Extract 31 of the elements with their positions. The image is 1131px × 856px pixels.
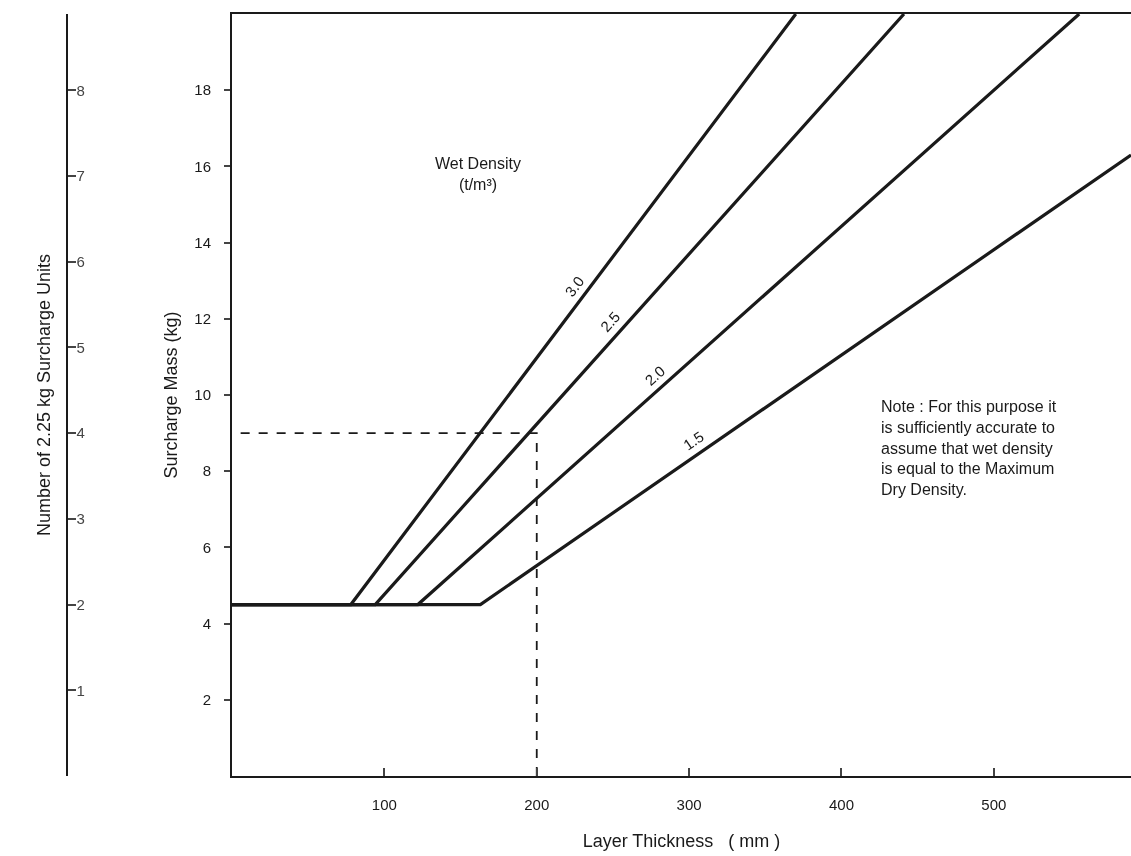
text: 2.0 (641, 362, 669, 389)
y-tick-label: 6 (202, 538, 211, 556)
y2-tick-label: 4 (76, 424, 85, 442)
y-tick-label: 12 (194, 310, 211, 328)
y-tick-label: 14 (194, 233, 211, 251)
text: 3.0 (561, 272, 588, 300)
y-tick-label: 8 (202, 462, 211, 480)
y2-tick-label: 2 (76, 595, 85, 613)
y-axis-title: Surcharge Mass (kg) (161, 311, 182, 479)
y2-tick-label: 8 (76, 81, 85, 99)
x-tick-label: 400 (828, 796, 855, 813)
x-tick-label: 200 (524, 796, 550, 813)
y-tick-label: 18 (194, 81, 211, 99)
y2-tick-label: 7 (76, 167, 85, 185)
text: 1.5 (679, 427, 707, 454)
text: 2.5 (596, 308, 624, 336)
y2-tick-label: 5 (76, 338, 85, 356)
y-tick-label: 2 (202, 691, 211, 709)
y2-tick-label: 1 (76, 681, 85, 699)
x-tick-label: 300 (676, 796, 702, 813)
annotation: Wet Density (t/m³) (435, 155, 521, 193)
y2-tick-label: 6 (76, 252, 85, 270)
x-tick-label: 500 (981, 796, 1007, 813)
x-axis-title: Layer Thickness ( mm ) (582, 830, 781, 851)
y-tick-label: 4 (202, 614, 211, 632)
y-tick-label: 16 (194, 157, 211, 175)
y-tick-label: 10 (194, 386, 211, 404)
annotation: Note : For this purpose it is sufficiently accurate to assume that wet density is equal to the Maximum Dry Density. (881, 398, 1057, 499)
y2-tick-label: 3 (76, 510, 85, 528)
y2-axis-title: Number of 2.25 kg Surcharge Units (34, 253, 55, 537)
x-tick-label: 100 (371, 796, 397, 813)
